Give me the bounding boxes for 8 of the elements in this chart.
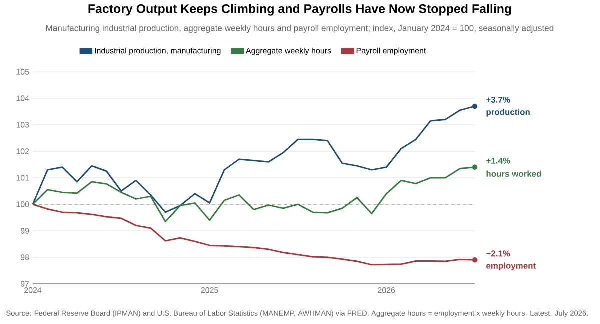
chart-title: Factory Output Keeps Climbing and Payrolls Have Now Stopped Falling bbox=[88, 4, 512, 16]
annotation: +3.7% bbox=[486, 96, 510, 103]
annotation: production bbox=[486, 109, 530, 117]
annotation: employment bbox=[486, 262, 536, 271]
chart-subtitle: Manufacturing industrial production, aggregate weekly hours and payroll employment; index, January 2024 = 100, seasonally adjusted bbox=[46, 25, 554, 33]
annotation: −2.1% bbox=[486, 250, 510, 257]
annotation: hours worked bbox=[486, 170, 542, 178]
annotation: +1.4% bbox=[486, 158, 510, 164]
